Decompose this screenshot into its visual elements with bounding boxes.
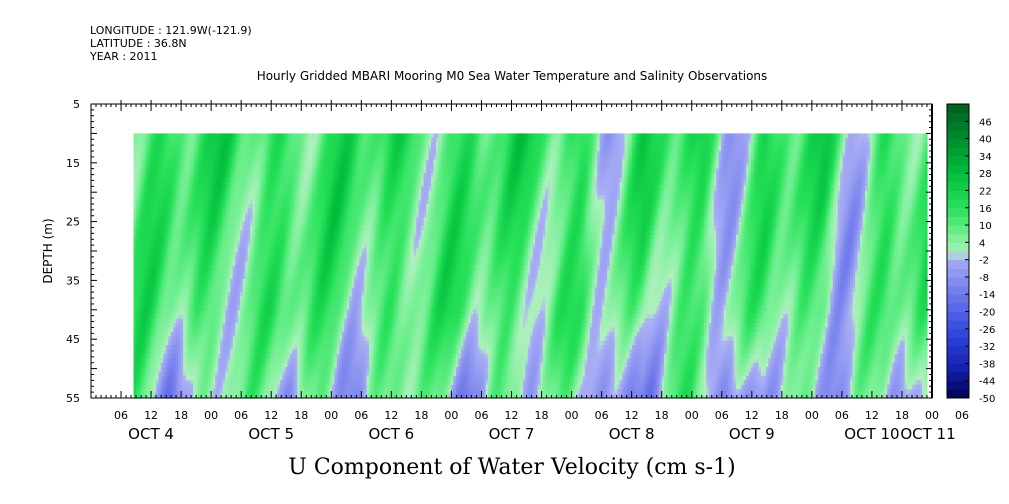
heatmap-cells <box>134 133 928 398</box>
latitude-label: LATITUDE : 36.8N <box>90 37 187 50</box>
longitude-label: LONGITUDE : 121.9W(-121.9) <box>90 24 252 37</box>
figure: LONGITUDE : 121.9W(-121.9) LATITUDE : 36… <box>0 0 1009 504</box>
chart-title: Hourly Gridded MBARI Mooring M0 Sea Wate… <box>257 69 768 83</box>
plot-area <box>91 104 932 399</box>
year-label: YEAR : 2011 <box>89 50 158 63</box>
